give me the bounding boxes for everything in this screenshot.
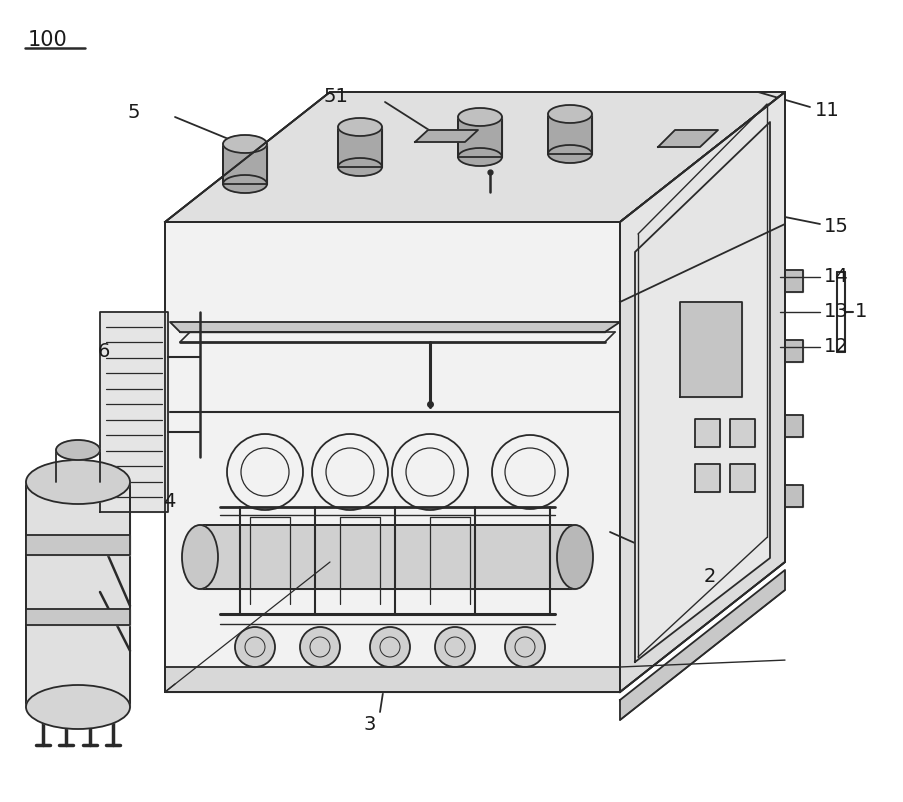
- Ellipse shape: [458, 148, 501, 166]
- Polygon shape: [165, 222, 619, 692]
- Polygon shape: [26, 482, 130, 707]
- Polygon shape: [547, 114, 591, 154]
- Polygon shape: [170, 322, 619, 332]
- Polygon shape: [784, 340, 802, 362]
- Polygon shape: [730, 419, 754, 447]
- Polygon shape: [784, 270, 802, 292]
- Text: 51: 51: [322, 87, 348, 106]
- Polygon shape: [694, 464, 719, 492]
- Text: 2: 2: [703, 566, 715, 585]
- Polygon shape: [730, 464, 754, 492]
- Text: 14: 14: [824, 268, 848, 286]
- Polygon shape: [619, 92, 784, 692]
- Polygon shape: [679, 302, 741, 397]
- Text: 1: 1: [854, 302, 866, 322]
- Polygon shape: [619, 570, 784, 720]
- Ellipse shape: [338, 158, 382, 176]
- Text: 6: 6: [98, 342, 110, 362]
- Polygon shape: [100, 312, 168, 512]
- Text: 4: 4: [163, 492, 175, 512]
- Circle shape: [434, 627, 474, 667]
- Polygon shape: [619, 92, 784, 302]
- Circle shape: [235, 627, 275, 667]
- Ellipse shape: [26, 460, 130, 504]
- Polygon shape: [26, 535, 130, 555]
- Circle shape: [369, 627, 410, 667]
- Polygon shape: [165, 92, 784, 222]
- Text: 13: 13: [824, 302, 848, 322]
- Text: 15: 15: [824, 217, 848, 237]
- Polygon shape: [694, 419, 719, 447]
- Polygon shape: [26, 609, 130, 625]
- Ellipse shape: [547, 105, 591, 123]
- Text: 100: 100: [28, 30, 68, 50]
- Polygon shape: [414, 130, 478, 142]
- Polygon shape: [338, 127, 382, 167]
- Ellipse shape: [547, 145, 591, 163]
- Ellipse shape: [182, 525, 218, 589]
- Text: 11: 11: [815, 100, 839, 119]
- Polygon shape: [200, 525, 574, 589]
- Text: 3: 3: [363, 715, 376, 734]
- Ellipse shape: [458, 108, 501, 126]
- Circle shape: [505, 627, 545, 667]
- Ellipse shape: [223, 135, 266, 153]
- Ellipse shape: [223, 175, 266, 193]
- Ellipse shape: [556, 525, 592, 589]
- Text: 12: 12: [824, 338, 848, 357]
- Polygon shape: [657, 130, 717, 147]
- Text: 5: 5: [127, 103, 140, 121]
- Ellipse shape: [338, 118, 382, 136]
- Polygon shape: [223, 144, 266, 184]
- Polygon shape: [634, 122, 769, 662]
- Circle shape: [300, 627, 340, 667]
- Ellipse shape: [26, 685, 130, 729]
- Polygon shape: [165, 667, 619, 692]
- Ellipse shape: [56, 440, 100, 460]
- Polygon shape: [619, 92, 784, 692]
- Polygon shape: [784, 485, 802, 507]
- Polygon shape: [458, 117, 501, 157]
- Polygon shape: [784, 415, 802, 437]
